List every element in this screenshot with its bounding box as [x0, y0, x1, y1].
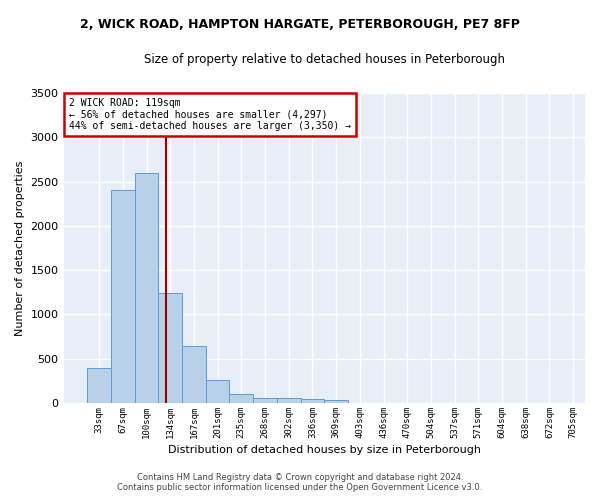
Title: Size of property relative to detached houses in Peterborough: Size of property relative to detached ho…	[144, 52, 505, 66]
Bar	[111, 190, 134, 403]
Bar	[301, 398, 324, 403]
Bar	[87, 368, 111, 403]
Bar	[158, 293, 182, 403]
Bar	[324, 400, 348, 403]
X-axis label: Distribution of detached houses by size in Peterborough: Distribution of detached houses by size …	[168, 445, 481, 455]
Text: 2 WICK ROAD: 119sqm
← 56% of detached houses are smaller (4,297)
44% of semi-det: 2 WICK ROAD: 119sqm ← 56% of detached ho…	[69, 98, 351, 131]
Bar	[253, 398, 277, 403]
Bar	[277, 398, 301, 403]
Bar	[134, 173, 158, 403]
Y-axis label: Number of detached properties: Number of detached properties	[15, 160, 25, 336]
Text: Contains HM Land Registry data © Crown copyright and database right 2024.
Contai: Contains HM Land Registry data © Crown c…	[118, 473, 482, 492]
Bar	[206, 380, 229, 403]
Text: 2, WICK ROAD, HAMPTON HARGATE, PETERBOROUGH, PE7 8FP: 2, WICK ROAD, HAMPTON HARGATE, PETERBORO…	[80, 18, 520, 30]
Bar	[182, 346, 206, 403]
Bar	[229, 394, 253, 403]
